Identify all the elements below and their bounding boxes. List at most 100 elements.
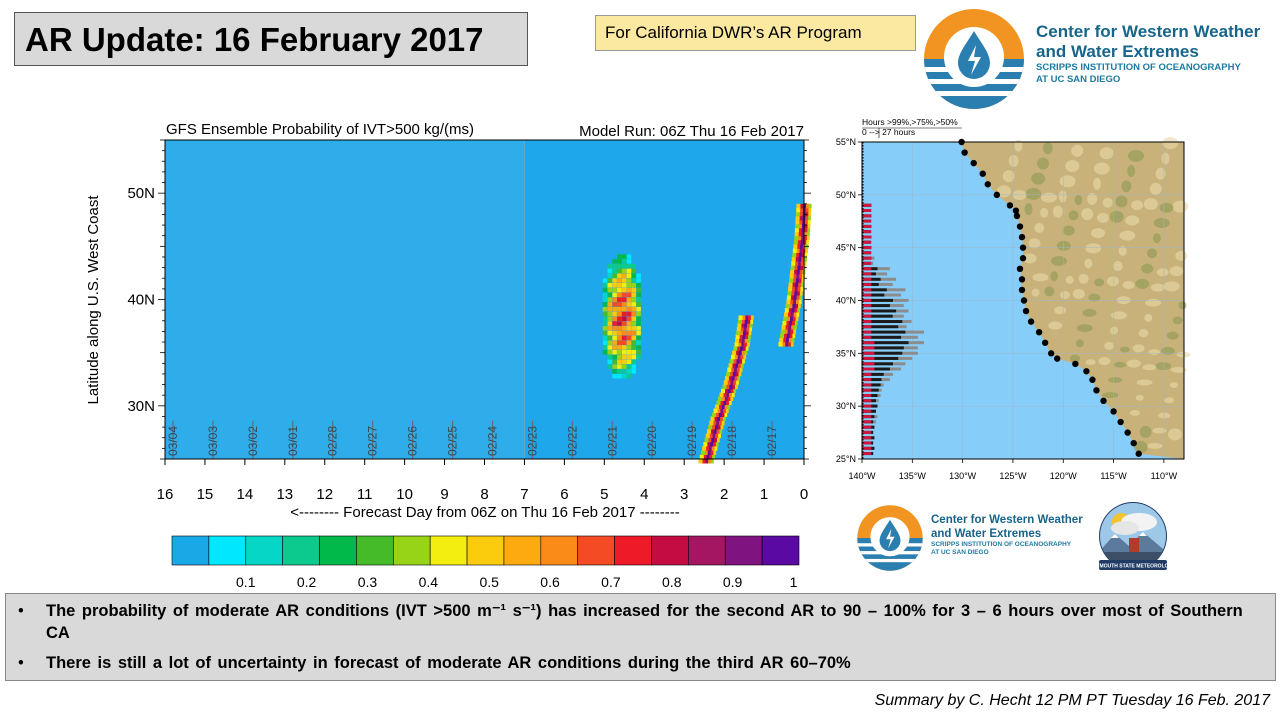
ar3-probability-cell [791, 278, 796, 283]
coast-point [1130, 439, 1137, 447]
ar1-probability-cell [742, 323, 747, 328]
terrain-patch [1106, 276, 1119, 287]
ar2-probability-cell [636, 273, 641, 278]
ar2-probability-cell [621, 350, 627, 355]
ar3-probability-cell [798, 244, 803, 249]
ar2-probability-cell [612, 283, 617, 288]
ar1-probability-cell [733, 354, 738, 360]
terrain-patch [1088, 293, 1101, 302]
ar1-probability-cell [702, 454, 707, 460]
ar2-probability-cell [631, 311, 637, 317]
ar2-probability-cell [617, 326, 622, 331]
terrain-patch [1031, 172, 1046, 185]
ar2-probability-cell [602, 345, 608, 350]
ar1-probability-cell [703, 450, 708, 455]
ar1-probability-cell [735, 359, 740, 364]
ar1-probability-cell [746, 338, 751, 343]
ar2-probability-cell [607, 359, 613, 365]
ar3-probability-cell [794, 299, 799, 304]
ar1-probability-cell [724, 376, 729, 381]
terrain-patch [1163, 281, 1180, 292]
ar2-probability-cell [626, 259, 632, 264]
ar3-probability-cell [798, 248, 803, 253]
bar-gt75 [862, 293, 885, 297]
ar2-probability-cell [607, 350, 613, 355]
ar1-probability-cell [744, 346, 749, 351]
terrain-patch [1169, 266, 1184, 277]
ar1-probability-cell [735, 338, 740, 343]
ar2-probability-cell [607, 287, 613, 293]
ar1-probability-cell [740, 350, 745, 356]
coast-point [1047, 350, 1055, 357]
coast-point [1083, 368, 1090, 375]
bar-gt99 [862, 394, 872, 397]
ar2-probability-cell [621, 292, 627, 298]
ar1-probability-cell [736, 363, 741, 368]
terrain-patch [1172, 316, 1183, 325]
terrain-patch [1155, 167, 1166, 180]
ar3-probability-cell [798, 207, 803, 213]
ar2-probability-cell [607, 330, 613, 336]
terrain-patch [1096, 212, 1109, 223]
ar3-probability-cell [800, 223, 805, 229]
ar3-probability-cell [796, 286, 801, 292]
ar3-probability-cell [799, 203, 804, 209]
bar-gt75 [862, 314, 893, 318]
ar3-probability-cell [778, 342, 783, 347]
ar2-probability-cell [617, 263, 622, 269]
ar2-probability-cell [636, 287, 641, 293]
ar3-probability-cell [795, 295, 800, 300]
terrain-patch [1135, 278, 1150, 289]
ar3-probability-cell [789, 312, 794, 317]
ar2-probability-cell [621, 278, 627, 283]
ar2-probability-cell [612, 369, 617, 374]
terrain-patch [1098, 357, 1111, 366]
plot-background [165, 140, 804, 459]
ar1-probability-cell [710, 416, 715, 421]
ar3-probability-cell [797, 231, 802, 237]
ar3-probability-cell [800, 252, 805, 258]
ar2-probability-cell [626, 335, 632, 341]
cw3e-institution-line1: SCRIPPS INSTITUTION OF OCEANOGRAPHY [1036, 62, 1241, 73]
y-tick-label: 30N [127, 398, 155, 415]
ar3-probability-cell [805, 235, 810, 241]
terrain-patch [1128, 149, 1145, 162]
ar2-probability-cell [617, 330, 622, 336]
ar3-probability-cell [796, 203, 801, 209]
ar3-probability-cell [789, 342, 794, 347]
ar2-probability-cell [626, 364, 632, 369]
cw3e-name-line2: and Water Extremes [1036, 42, 1199, 61]
map-x-tick-label: 135°W [899, 471, 927, 481]
bar-gt99 [862, 409, 872, 413]
ar3-probability-cell [795, 290, 800, 296]
ar1-probability-cell [738, 315, 743, 320]
bar-gt99 [862, 214, 872, 218]
map-y-tick-label: 50°N [836, 190, 856, 200]
ar1-probability-cell [730, 376, 735, 381]
ar1-probability-cell [740, 359, 745, 364]
bar-gt99 [862, 430, 872, 434]
ar3-probability-cell [801, 269, 806, 275]
terrain-patch [1127, 165, 1136, 178]
ar3-probability-cell [798, 290, 803, 296]
ar3-probability-cell [789, 329, 794, 334]
ar2-probability-cell [612, 259, 617, 264]
coast-point [1018, 233, 1026, 241]
date-label: 02/22 [565, 426, 579, 456]
ar3-probability-cell [792, 273, 797, 279]
ar2-probability-cell [621, 359, 627, 365]
bar-gt99 [862, 203, 872, 207]
ar1-probability-cell [737, 323, 742, 328]
coast-point [1100, 397, 1107, 405]
ar1-probability-cell [739, 330, 744, 336]
terrain-patch [1158, 412, 1171, 419]
terrain-patch [1091, 228, 1106, 239]
map-x-tick-label: 115°W [1100, 471, 1127, 481]
terrain-patch [1094, 278, 1105, 287]
ar1-probability-cell [708, 424, 713, 430]
ar3-probability-cell [796, 244, 801, 249]
ar1-probability-cell [732, 380, 737, 385]
ar3-probability-cell [795, 223, 800, 229]
x-tick-label: 0 [800, 486, 808, 503]
probability-colorbar: 0.1 0.2 0.3 0.4 0.5 0.6 0.7 0.8 0.9 1 [171, 535, 800, 590]
